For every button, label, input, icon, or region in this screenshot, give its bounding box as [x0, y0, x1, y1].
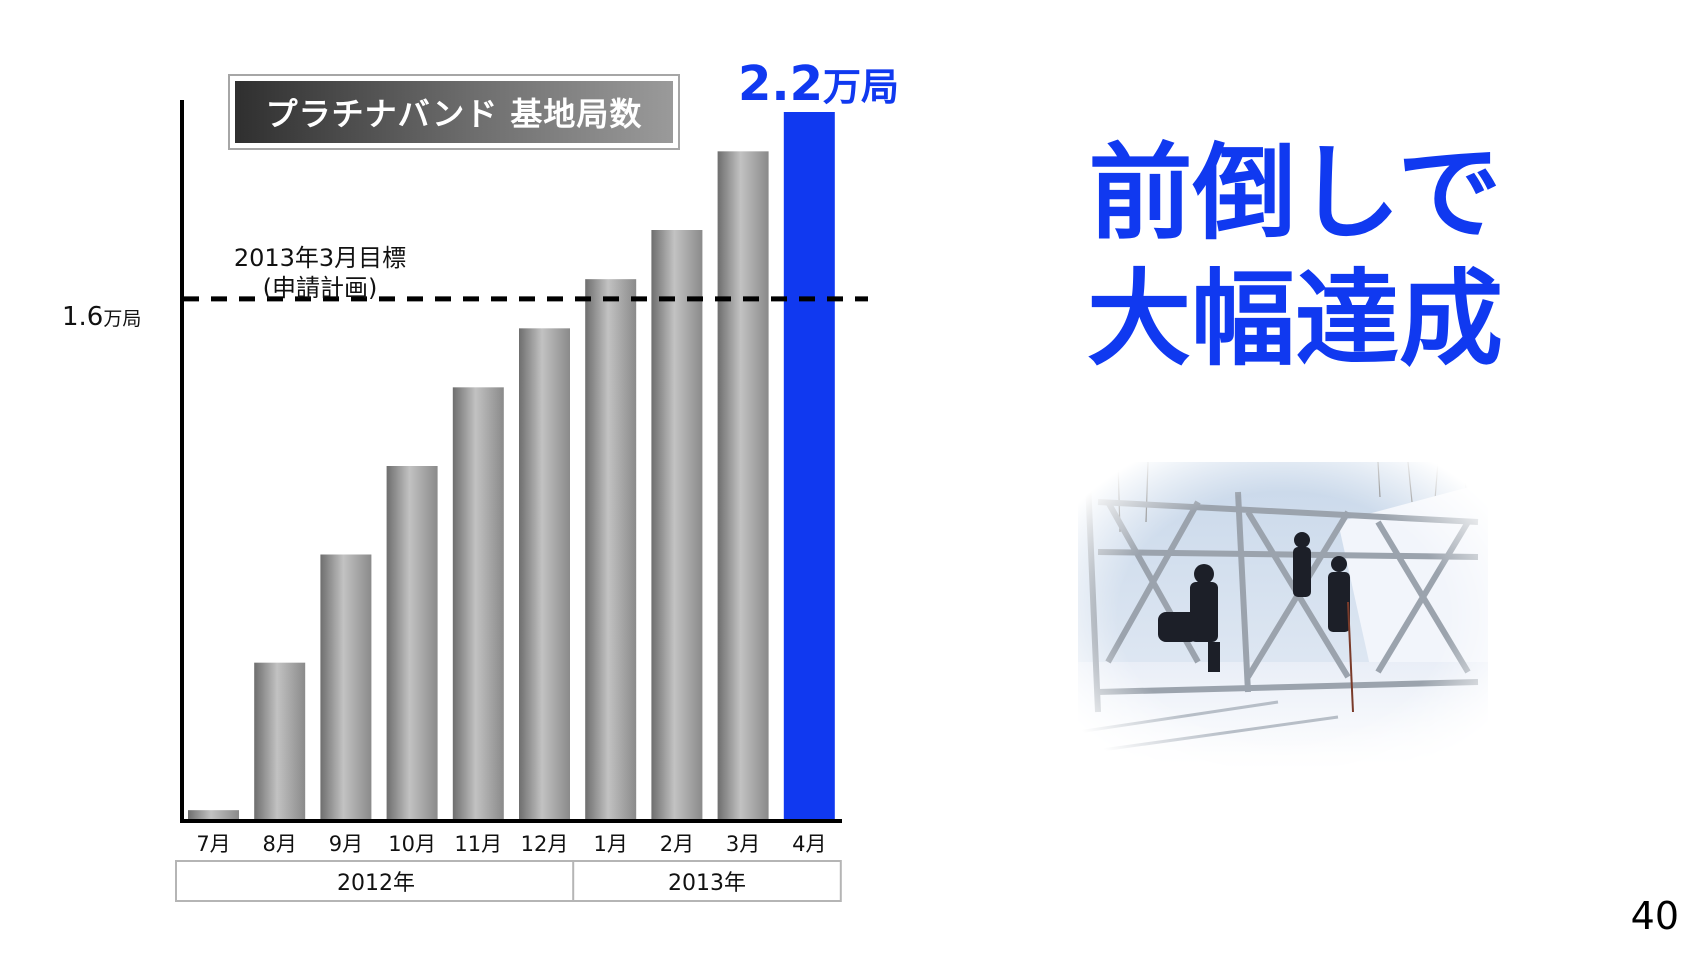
headline-line2: 大幅達成: [1086, 258, 1503, 380]
target-label-line1: 2013年3月目標: [233, 244, 407, 272]
year-group-label: 2013年: [668, 871, 746, 896]
bar: [386, 466, 438, 820]
target-tick-unit: 万局: [103, 308, 142, 330]
x-tick-label: 4月: [792, 832, 826, 856]
chart-title-box: プラチナバンド 基地局数: [228, 74, 680, 150]
tower-construction-photo: [1078, 462, 1488, 768]
bar: [254, 662, 306, 820]
bar: [188, 810, 239, 820]
x-tick-label: 2月: [660, 832, 694, 856]
target-label: 2013年3月目標 (申請計画): [205, 243, 435, 303]
highlight-callout: 2.2万局: [738, 56, 899, 112]
headline: 前倒しで 大幅達成: [1000, 130, 1590, 382]
highlight-unit: 万局: [823, 65, 900, 109]
bar: [320, 554, 372, 820]
target-tick-label: 1.6万局: [62, 302, 141, 332]
highlight-value: 2.2: [738, 56, 824, 112]
bar: [717, 151, 769, 821]
bar: [585, 279, 637, 821]
x-tick-label: 3月: [726, 832, 760, 856]
chart-title: プラチナバンド 基地局数: [235, 81, 673, 143]
x-tick-label: 7月: [196, 832, 230, 856]
bar: [452, 387, 504, 820]
x-tick-label: 8月: [263, 832, 297, 856]
page-number: 40: [1630, 894, 1679, 938]
x-tick-label: 12月: [521, 832, 569, 856]
target-tick-value: 1.6: [62, 302, 104, 332]
headline-line1: 前倒しで: [1088, 132, 1502, 254]
year-group-label: 2012年: [337, 871, 415, 896]
x-tick-label: 9月: [329, 832, 363, 856]
target-label-line2: (申請計画): [262, 274, 378, 302]
highlight-bar: [783, 112, 835, 820]
year-group-box: [572, 860, 842, 902]
x-tick-label: 11月: [454, 832, 502, 856]
year-group-box: [175, 860, 577, 902]
x-tick-label: 10月: [388, 832, 436, 856]
bar: [519, 328, 570, 820]
bar: [651, 230, 703, 820]
x-tick-label: 1月: [594, 832, 628, 856]
